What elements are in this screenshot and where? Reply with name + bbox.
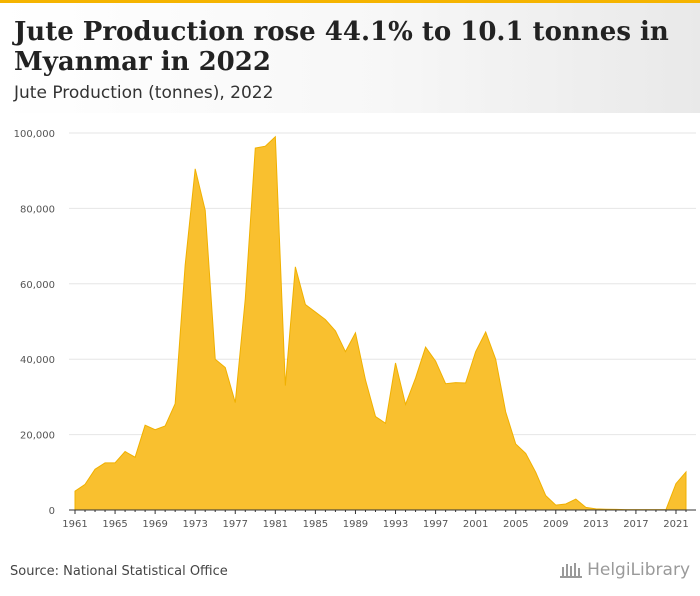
area-chart: 0 20,000 40,000 60,000 80,000 100,000 1961 1965… [14,129,696,530]
data-point [485,331,487,333]
data-point [154,429,156,431]
data-point [354,332,356,334]
y-tick-label: 100,000 [14,129,55,140]
data-point [124,451,126,453]
data-point [94,468,96,470]
data-point [575,498,577,500]
series-area [74,135,687,511]
x-tick-label: 1965 [102,519,127,530]
data-point [194,168,196,170]
x-tick-label: 2001 [463,519,488,530]
data-point [505,411,507,413]
data-point [495,358,497,360]
data-point [224,366,226,368]
data-point [565,503,567,505]
axes: 0 20,000 40,000 60,000 80,000 100,000 1961 1965… [14,129,696,530]
y-tick-label: 20,000 [20,431,55,442]
y-tick-label: 60,000 [20,280,55,291]
x-tick-label: 1977 [223,519,248,530]
x-tick-label: 2005 [503,519,528,530]
x-tick-label: 1973 [182,519,207,530]
y-tick-label: 0 [49,506,55,517]
data-point [445,383,447,385]
y-tick-label: 40,000 [20,355,55,366]
x-tick-label: 1997 [423,519,448,530]
library-building-icon [560,563,583,578]
data-point [415,377,417,379]
data-point [405,403,407,405]
data-point [214,358,216,360]
helgi-library-logo[interactable]: HelgiLibrary [559,560,690,580]
chart-subtitle: Jute Production (tonnes), 2022 [14,83,274,103]
x-tick-label: 2013 [583,519,608,530]
data-point [274,136,276,138]
data-point [324,319,326,321]
area-layer [74,135,687,511]
data-point [435,360,437,362]
x-tick-label: 1961 [62,519,87,530]
data-point [475,351,477,353]
x-tick-label: 2017 [623,519,648,530]
data-point [174,403,176,405]
logo-text: HelgiLibrary [587,560,690,580]
source-note: Source: National Statistical Office [10,564,228,579]
x-tick-label: 1981 [263,519,288,530]
header: Jute Production rose 44.1% to 10.1 tonne… [0,3,700,113]
data-point [685,471,687,473]
data-point [585,506,587,508]
gridlines [69,132,696,436]
top-accent-bar [0,0,700,3]
data-point [104,462,106,464]
data-point [134,456,136,458]
data-point [74,490,76,492]
x-tick-label: 1989 [343,519,368,530]
data-point [254,147,256,149]
data-point [545,495,547,497]
data-point [204,209,206,211]
data-point [455,382,457,384]
data-point [465,382,467,384]
data-point [284,385,286,387]
x-tick-label: 1985 [303,519,328,530]
data-point [314,311,316,313]
data-point [385,422,387,424]
data-point [164,425,166,427]
x-tick-label: 2021 [663,519,688,530]
x-tick-label: 1993 [383,519,408,530]
x-tick-label: 2009 [543,519,568,530]
data-point [425,346,427,348]
data-point [144,424,146,426]
data-point [334,330,336,332]
data-point [525,452,527,454]
y-tick-label: 80,000 [20,204,55,215]
data-point [294,266,296,268]
data-point [244,298,246,300]
data-point [515,443,517,445]
x-tick-label: 1969 [142,519,167,530]
data-point [304,304,306,306]
data-point [114,462,116,464]
data-point [374,416,376,418]
data-point [555,504,557,506]
data-point [264,145,266,147]
data-point [364,379,366,381]
data-point [535,471,537,473]
data-point [675,483,677,485]
data-point [184,264,186,266]
data-point [84,483,86,485]
data-point [344,351,346,353]
chart-title: Jute Production rose 44.1% to 10.1 tonne… [14,17,669,77]
data-point [395,362,397,364]
data-point [234,402,236,404]
